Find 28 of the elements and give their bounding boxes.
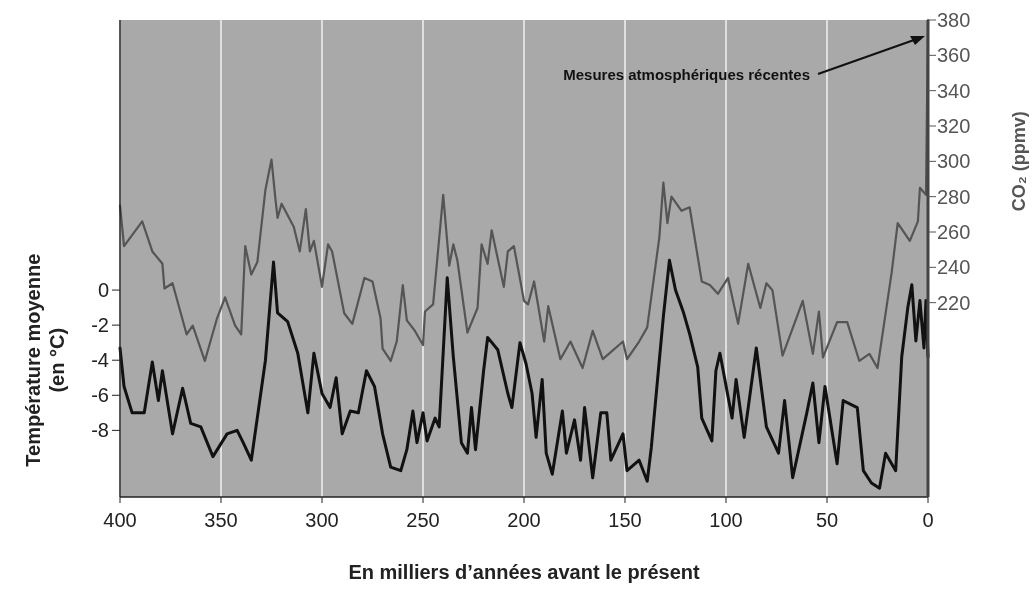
x-tick-label: 100 bbox=[709, 509, 743, 531]
y2-tick-label: 360 bbox=[937, 44, 971, 67]
y2-tick-label: 260 bbox=[937, 221, 971, 243]
y2-tick-label: 340 bbox=[937, 79, 971, 102]
y2-axis-title: CO₂ (ppmv) bbox=[1009, 111, 1029, 212]
y-tick-label: -8 bbox=[91, 419, 109, 442]
y2-tick-label: 300 bbox=[937, 150, 971, 173]
x-axis-title: En milliers d’années avant le présent bbox=[348, 561, 700, 583]
y2-tick-label: 280 bbox=[937, 185, 971, 208]
line-series bbox=[118, 258, 930, 490]
x-tick-label: 0 bbox=[922, 509, 934, 531]
y-tick-label: 0 bbox=[97, 279, 109, 302]
y2-tick-label: 220 bbox=[937, 291, 971, 314]
x-tick-label: 300 bbox=[305, 509, 339, 531]
y2-tick-label: 380 bbox=[937, 9, 971, 31]
y2-tick-label: 240 bbox=[937, 256, 971, 279]
y2-tick-label: 320 bbox=[937, 115, 971, 137]
x-tick-label: 250 bbox=[406, 509, 440, 531]
annotation: Mesures atmosphériques récentes bbox=[563, 66, 810, 83]
y-tick-label: -6 bbox=[91, 384, 109, 407]
x-tick-label: 50 bbox=[815, 509, 839, 531]
x-tick-label: 150 bbox=[608, 509, 642, 531]
x-tick-label: 350 bbox=[204, 509, 238, 531]
y-tick-label: -2 bbox=[91, 314, 109, 337]
x-tick-label: 400 bbox=[103, 509, 137, 531]
y-axis-title: Température moyenne (en °C) bbox=[22, 253, 68, 467]
x-tick-label: 200 bbox=[507, 509, 541, 531]
y-tick-label: -4 bbox=[91, 349, 109, 372]
